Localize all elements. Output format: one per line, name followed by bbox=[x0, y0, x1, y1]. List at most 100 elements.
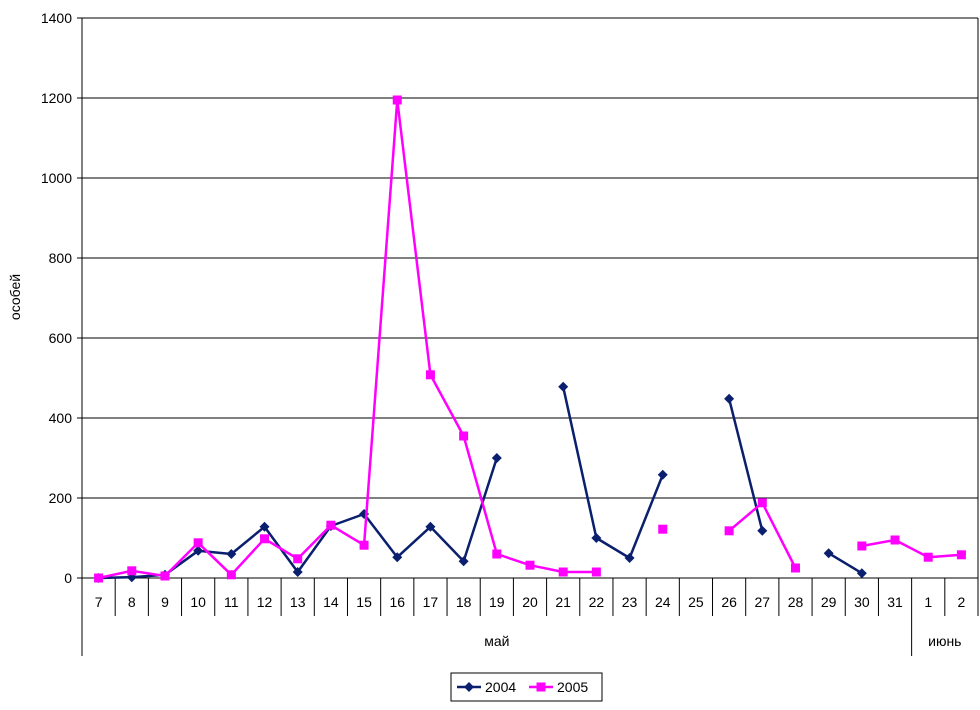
data-point bbox=[259, 521, 270, 532]
x-axis: 7 8 9 10 11 12 13 14 15 16 17 18 19 20 21 22 23 24 25 26 27 2… bbox=[81, 577, 979, 656]
x-tick-label: 18 bbox=[456, 594, 472, 610]
data-point bbox=[226, 549, 237, 559]
data-point bbox=[823, 548, 834, 559]
y-tick-label: 800 bbox=[49, 250, 73, 266]
data-point bbox=[857, 541, 867, 551]
data-point bbox=[193, 538, 203, 548]
x-group-label: июнь bbox=[928, 633, 961, 649]
x-tick-label: 31 bbox=[887, 594, 903, 610]
series-line-segment bbox=[329, 523, 366, 547]
x-tick-label: 1 bbox=[924, 594, 932, 610]
data-point bbox=[657, 469, 668, 480]
series-line-segment bbox=[296, 524, 333, 574]
data-point bbox=[392, 95, 402, 105]
series-line-segment bbox=[727, 501, 764, 533]
series-line-segment bbox=[727, 397, 764, 533]
series-line-segment bbox=[163, 541, 200, 578]
series-line-segment bbox=[130, 569, 167, 578]
data-point bbox=[658, 524, 668, 534]
series-line-segment bbox=[761, 501, 797, 570]
series-line-segment bbox=[230, 525, 266, 556]
x-group-label: май bbox=[484, 633, 509, 649]
x-tick-label: 13 bbox=[290, 594, 306, 610]
data-point bbox=[724, 393, 735, 404]
y-axis: 0 200 400 600 800 1000 1200 1400 bbox=[41, 10, 83, 586]
x-tick-label: 23 bbox=[622, 594, 638, 610]
x-tick-label: 9 bbox=[161, 594, 169, 610]
data-point bbox=[458, 556, 469, 567]
y-tick-label: 0 bbox=[64, 570, 72, 586]
y-tick-label: 600 bbox=[49, 330, 73, 346]
x-tick-label: 2 bbox=[958, 594, 966, 610]
series-line-segment bbox=[396, 525, 432, 559]
x-tick-label: 17 bbox=[423, 594, 439, 610]
data-point bbox=[492, 549, 502, 559]
x-tick-label: 20 bbox=[522, 594, 538, 610]
series-line-segment bbox=[196, 549, 233, 556]
data-point bbox=[757, 525, 768, 536]
data-point bbox=[591, 567, 601, 577]
series-line-segment bbox=[495, 552, 532, 567]
series-line-segment bbox=[860, 538, 897, 548]
y-tick-label: 1200 bbox=[41, 90, 72, 106]
x-tick-label: 16 bbox=[389, 594, 405, 610]
data-point bbox=[425, 370, 435, 380]
legend: 2004 2005 bbox=[450, 672, 603, 702]
data-point bbox=[790, 563, 800, 573]
data-point bbox=[558, 567, 568, 577]
data-point bbox=[923, 552, 933, 562]
data-point bbox=[624, 553, 635, 563]
data-point bbox=[94, 573, 104, 583]
x-tick-label: 7 bbox=[95, 594, 103, 610]
y-tick-label: 200 bbox=[49, 490, 73, 506]
y-axis-label: особей bbox=[7, 274, 23, 320]
legend-marker bbox=[536, 682, 546, 692]
series-line-segment bbox=[926, 553, 963, 559]
series-line-segment bbox=[362, 98, 399, 547]
series-line-segment bbox=[462, 456, 499, 563]
data-point bbox=[425, 521, 436, 532]
data-point bbox=[160, 571, 170, 581]
data-point bbox=[359, 540, 369, 550]
series-line-segment bbox=[296, 523, 333, 561]
y-tick-label: 400 bbox=[49, 410, 73, 426]
series-line-segment bbox=[595, 536, 631, 560]
series-2005 bbox=[94, 95, 966, 583]
series-line-segment bbox=[628, 473, 664, 560]
x-tick-label: 24 bbox=[655, 594, 671, 610]
data-point bbox=[226, 570, 236, 580]
series-line-segment bbox=[429, 373, 465, 438]
series-line-segment bbox=[429, 525, 465, 563]
x-tick-label: 25 bbox=[688, 594, 704, 610]
x-tick-label: 12 bbox=[257, 594, 273, 610]
series-line-segment bbox=[893, 538, 930, 559]
x-tick-label: 28 bbox=[788, 594, 804, 610]
x-tick-label: 30 bbox=[854, 594, 870, 610]
y-tick-label: 1400 bbox=[41, 10, 72, 26]
data-point bbox=[260, 534, 270, 544]
data-point bbox=[890, 535, 900, 545]
data-point bbox=[724, 526, 734, 536]
data-point bbox=[127, 566, 137, 576]
x-tick-label: 27 bbox=[755, 594, 771, 610]
data-point bbox=[293, 554, 303, 564]
x-tick-label: 22 bbox=[589, 594, 605, 610]
legend-label: 2004 bbox=[485, 679, 516, 695]
x-tick-label: 21 bbox=[555, 594, 571, 610]
data-point bbox=[558, 381, 569, 392]
data-point bbox=[193, 545, 204, 556]
data-point bbox=[491, 453, 502, 463]
legend-marker bbox=[464, 682, 474, 692]
x-tick-label: 29 bbox=[821, 594, 837, 610]
plot-series bbox=[93, 95, 966, 583]
series-line-segment bbox=[396, 98, 432, 377]
data-point bbox=[525, 560, 535, 570]
series-line-segment bbox=[196, 541, 233, 577]
series-line-segment bbox=[827, 551, 864, 575]
data-point bbox=[956, 550, 966, 560]
data-point bbox=[326, 520, 336, 530]
series-line-segment bbox=[528, 563, 565, 574]
legend-label: 2005 bbox=[557, 679, 588, 695]
